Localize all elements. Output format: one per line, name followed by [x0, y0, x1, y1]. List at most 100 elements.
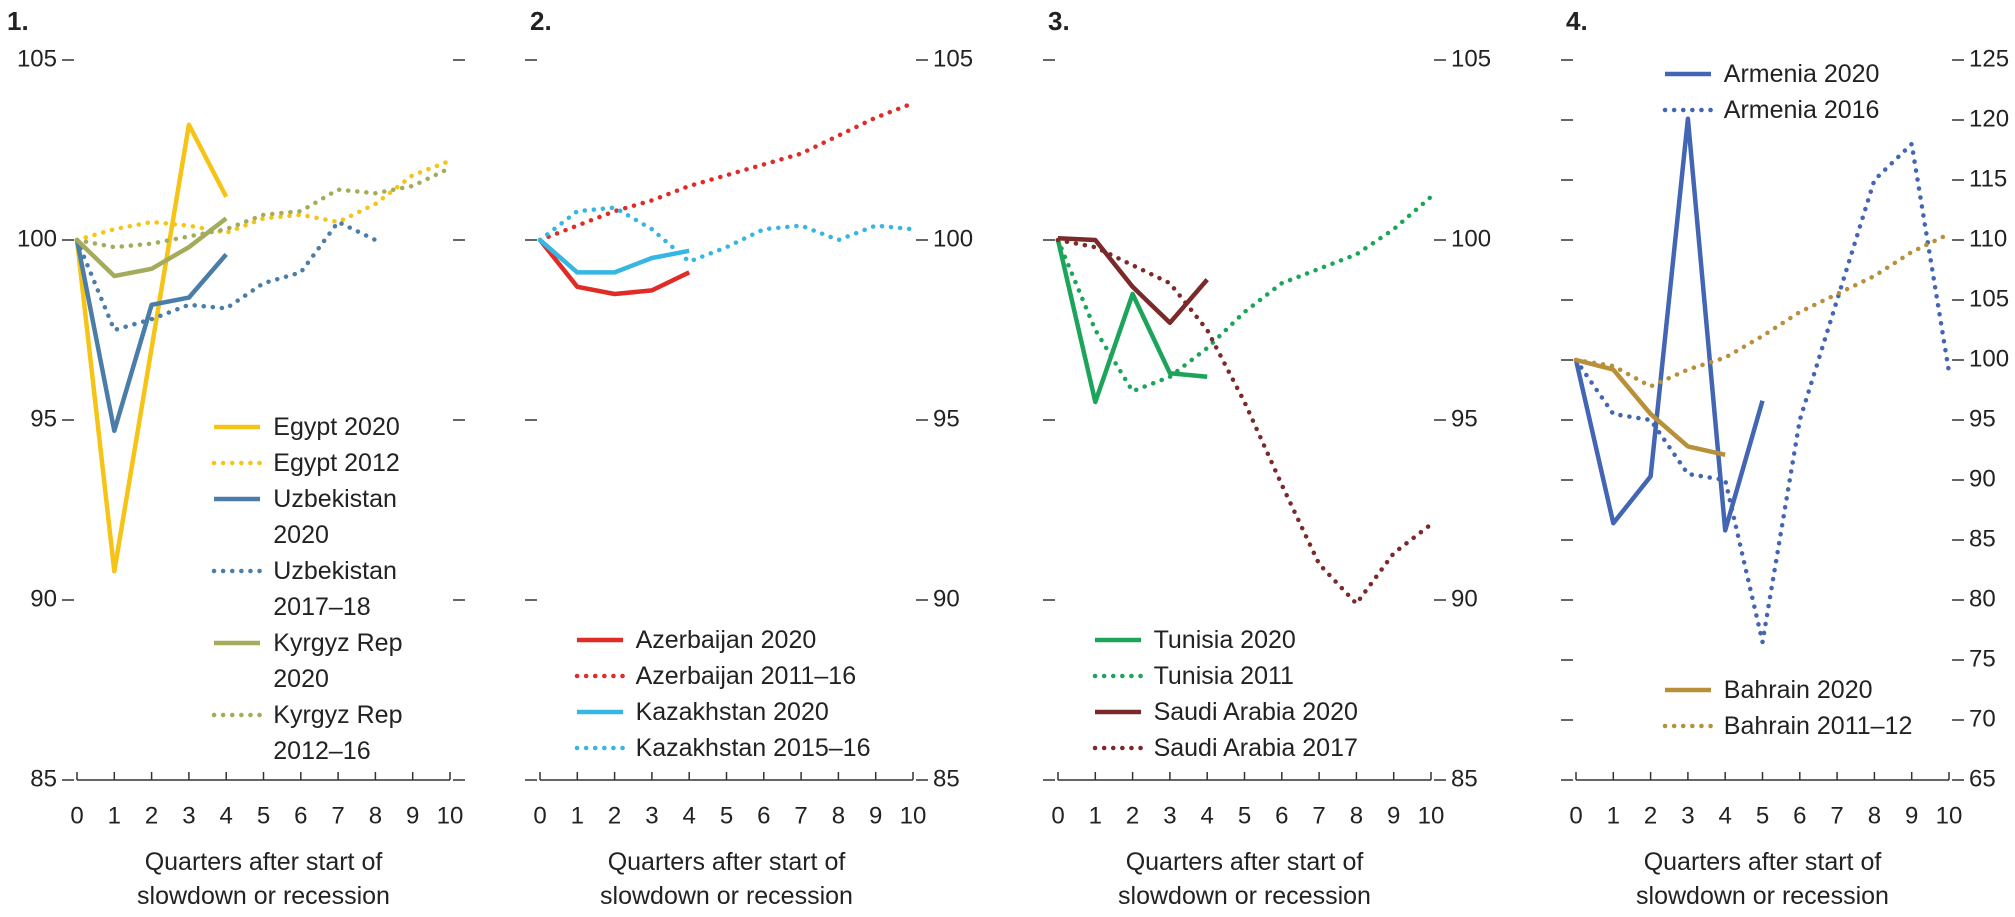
- legend-swatch: [212, 712, 263, 718]
- y-tick-label: 90: [1451, 585, 1478, 612]
- legend-item: Kyrgyz Rep 2012–16: [211, 697, 423, 769]
- x-tick-label: 3: [1163, 802, 1176, 829]
- legend-swatch: [1664, 687, 1711, 693]
- legend-label: Armenia 2016: [1723, 96, 1880, 125]
- legend-swatch: [212, 460, 263, 466]
- legend-label: Kazakhstan 2015–16: [635, 733, 871, 762]
- y-tick-label: 85: [933, 765, 960, 792]
- legend-item: Kyrgyz Rep 2020: [211, 625, 423, 697]
- legend-label: Bahrain 2011–12: [1723, 712, 1913, 740]
- legend-item: Kazakhstan 2020: [574, 694, 871, 730]
- x-tick-label: 8: [1350, 802, 1363, 829]
- x-tick-label: 2: [608, 802, 621, 829]
- x-tick-label: 4: [1201, 802, 1214, 829]
- legend-label: Egypt 2012: [273, 449, 400, 478]
- y-tick-label: 125: [1969, 45, 2009, 72]
- x-tick-label: 10: [1418, 802, 1445, 829]
- x-tick-label: 6: [757, 802, 770, 829]
- legend-swatch: [1092, 673, 1143, 678]
- legend-label: Azerbaijan 2020: [635, 625, 817, 654]
- legend-swatch: [1094, 637, 1141, 642]
- y-tick-label: 95: [30, 405, 57, 432]
- legend-item: Bahrain 2011–12: [1662, 708, 1913, 744]
- series-line: [1055, 239, 1208, 405]
- legend-label: Azerbaijan 2011–16: [635, 661, 857, 690]
- y-tick-label: 80: [1969, 585, 1996, 612]
- series-line: [1573, 116, 1765, 533]
- legend-item: Bahrain 2020: [1662, 672, 1913, 708]
- x-tick-label: 6: [1793, 802, 1806, 829]
- legend: Bahrain 2020 Bahrain 2011–12: [1662, 672, 1913, 744]
- x-tick-label: 2: [1644, 802, 1657, 829]
- legend-item: Tunisia 2020: [1092, 622, 1358, 658]
- y-tick-label: 100: [1969, 345, 2009, 372]
- series-line: [75, 216, 228, 279]
- x-axis-title: Quarters after start of slowdown or rece…: [137, 848, 390, 910]
- series-line: [537, 100, 916, 243]
- x-tick-label: 4: [1719, 802, 1732, 829]
- legend-swatch: [212, 568, 263, 574]
- y-tick-label: 115: [1969, 165, 2007, 192]
- legend-item: Kazakhstan 2015–16: [574, 730, 871, 766]
- legend-item: Saudi Arabia 2020: [1092, 694, 1358, 730]
- x-tick-label: 10: [437, 802, 464, 829]
- legend-swatch: [1092, 745, 1143, 750]
- legend-item: Armenia 2016: [1662, 92, 1880, 128]
- x-tick-label: 8: [1868, 802, 1881, 829]
- y-tick-label: 105: [1451, 45, 1491, 72]
- x-tick-label: 7: [1312, 802, 1325, 829]
- legend-swatch: [576, 637, 623, 642]
- series-line: [74, 219, 378, 333]
- legend: Armenia 2020 Armenia 2016: [1662, 56, 1880, 128]
- x-tick-label: 2: [1126, 802, 1139, 829]
- x-tick-label: 9: [869, 802, 882, 829]
- x-tick-label: 7: [1830, 802, 1843, 829]
- y-tick-label: 85: [1969, 525, 1996, 552]
- legend: Tunisia 2020 Tunisia 2011 Saudi Arabia 202…: [1092, 622, 1358, 766]
- legend-item: Egypt 2012: [211, 445, 423, 481]
- series-line: [1575, 357, 1726, 457]
- legend-label: Tunisia 2011: [1153, 661, 1294, 690]
- legend-item: Uzbekistan 2017–18: [211, 553, 423, 625]
- x-tick-label: 9: [1905, 802, 1918, 829]
- legend-swatch: [574, 745, 625, 750]
- y-tick-label: 90: [933, 585, 960, 612]
- legend-label: Uzbekistan 2020: [273, 485, 397, 550]
- y-tick-label: 95: [1451, 405, 1478, 432]
- series-line: [1055, 194, 1434, 394]
- y-tick-label: 85: [30, 765, 57, 792]
- x-axis-title: Quarters after start of slowdown or rece…: [1118, 848, 1371, 910]
- x-tick-label: 10: [900, 802, 927, 829]
- x-axis-title: Quarters after start of slowdown or rece…: [600, 848, 853, 910]
- x-tick-label: 1: [1607, 802, 1620, 829]
- panel-title: 3.: [1048, 6, 1070, 36]
- legend-label: Bahrain 2020: [1723, 676, 1873, 704]
- legend-swatch: [214, 496, 261, 502]
- series-line: [537, 205, 916, 265]
- series-line: [1573, 231, 1952, 389]
- x-tick-label: 6: [1275, 802, 1288, 829]
- y-tick-label: 110: [1969, 225, 2007, 252]
- legend: Egypt 2020 Egypt 2012 Uzbekistan 2020 Uzbek…: [211, 409, 423, 769]
- series-line: [74, 165, 453, 250]
- y-tick-label: 75: [1969, 645, 1996, 672]
- x-tick-label: 5: [720, 802, 733, 829]
- series-line: [538, 238, 690, 275]
- series-line: [74, 239, 228, 434]
- legend-label: Saudi Arabia 2017: [1153, 733, 1358, 762]
- legend-label: Tunisia 2020: [1153, 625, 1296, 654]
- legend-swatch: [1664, 72, 1711, 77]
- panel-title: 1.: [7, 6, 29, 36]
- x-tick-label: 8: [369, 802, 382, 829]
- series-line: [74, 158, 453, 243]
- y-tick-label: 120: [1969, 105, 2009, 132]
- legend-label: Armenia 2020: [1723, 60, 1880, 89]
- x-tick-label: 0: [533, 802, 546, 829]
- legend-label: Egypt 2020: [273, 413, 400, 442]
- legend-item: Saudi Arabia 2017: [1092, 730, 1358, 766]
- legend-label: Uzbekistan 2017–18: [273, 557, 397, 622]
- y-tick-label: 100: [1451, 225, 1491, 252]
- series-line: [74, 122, 229, 574]
